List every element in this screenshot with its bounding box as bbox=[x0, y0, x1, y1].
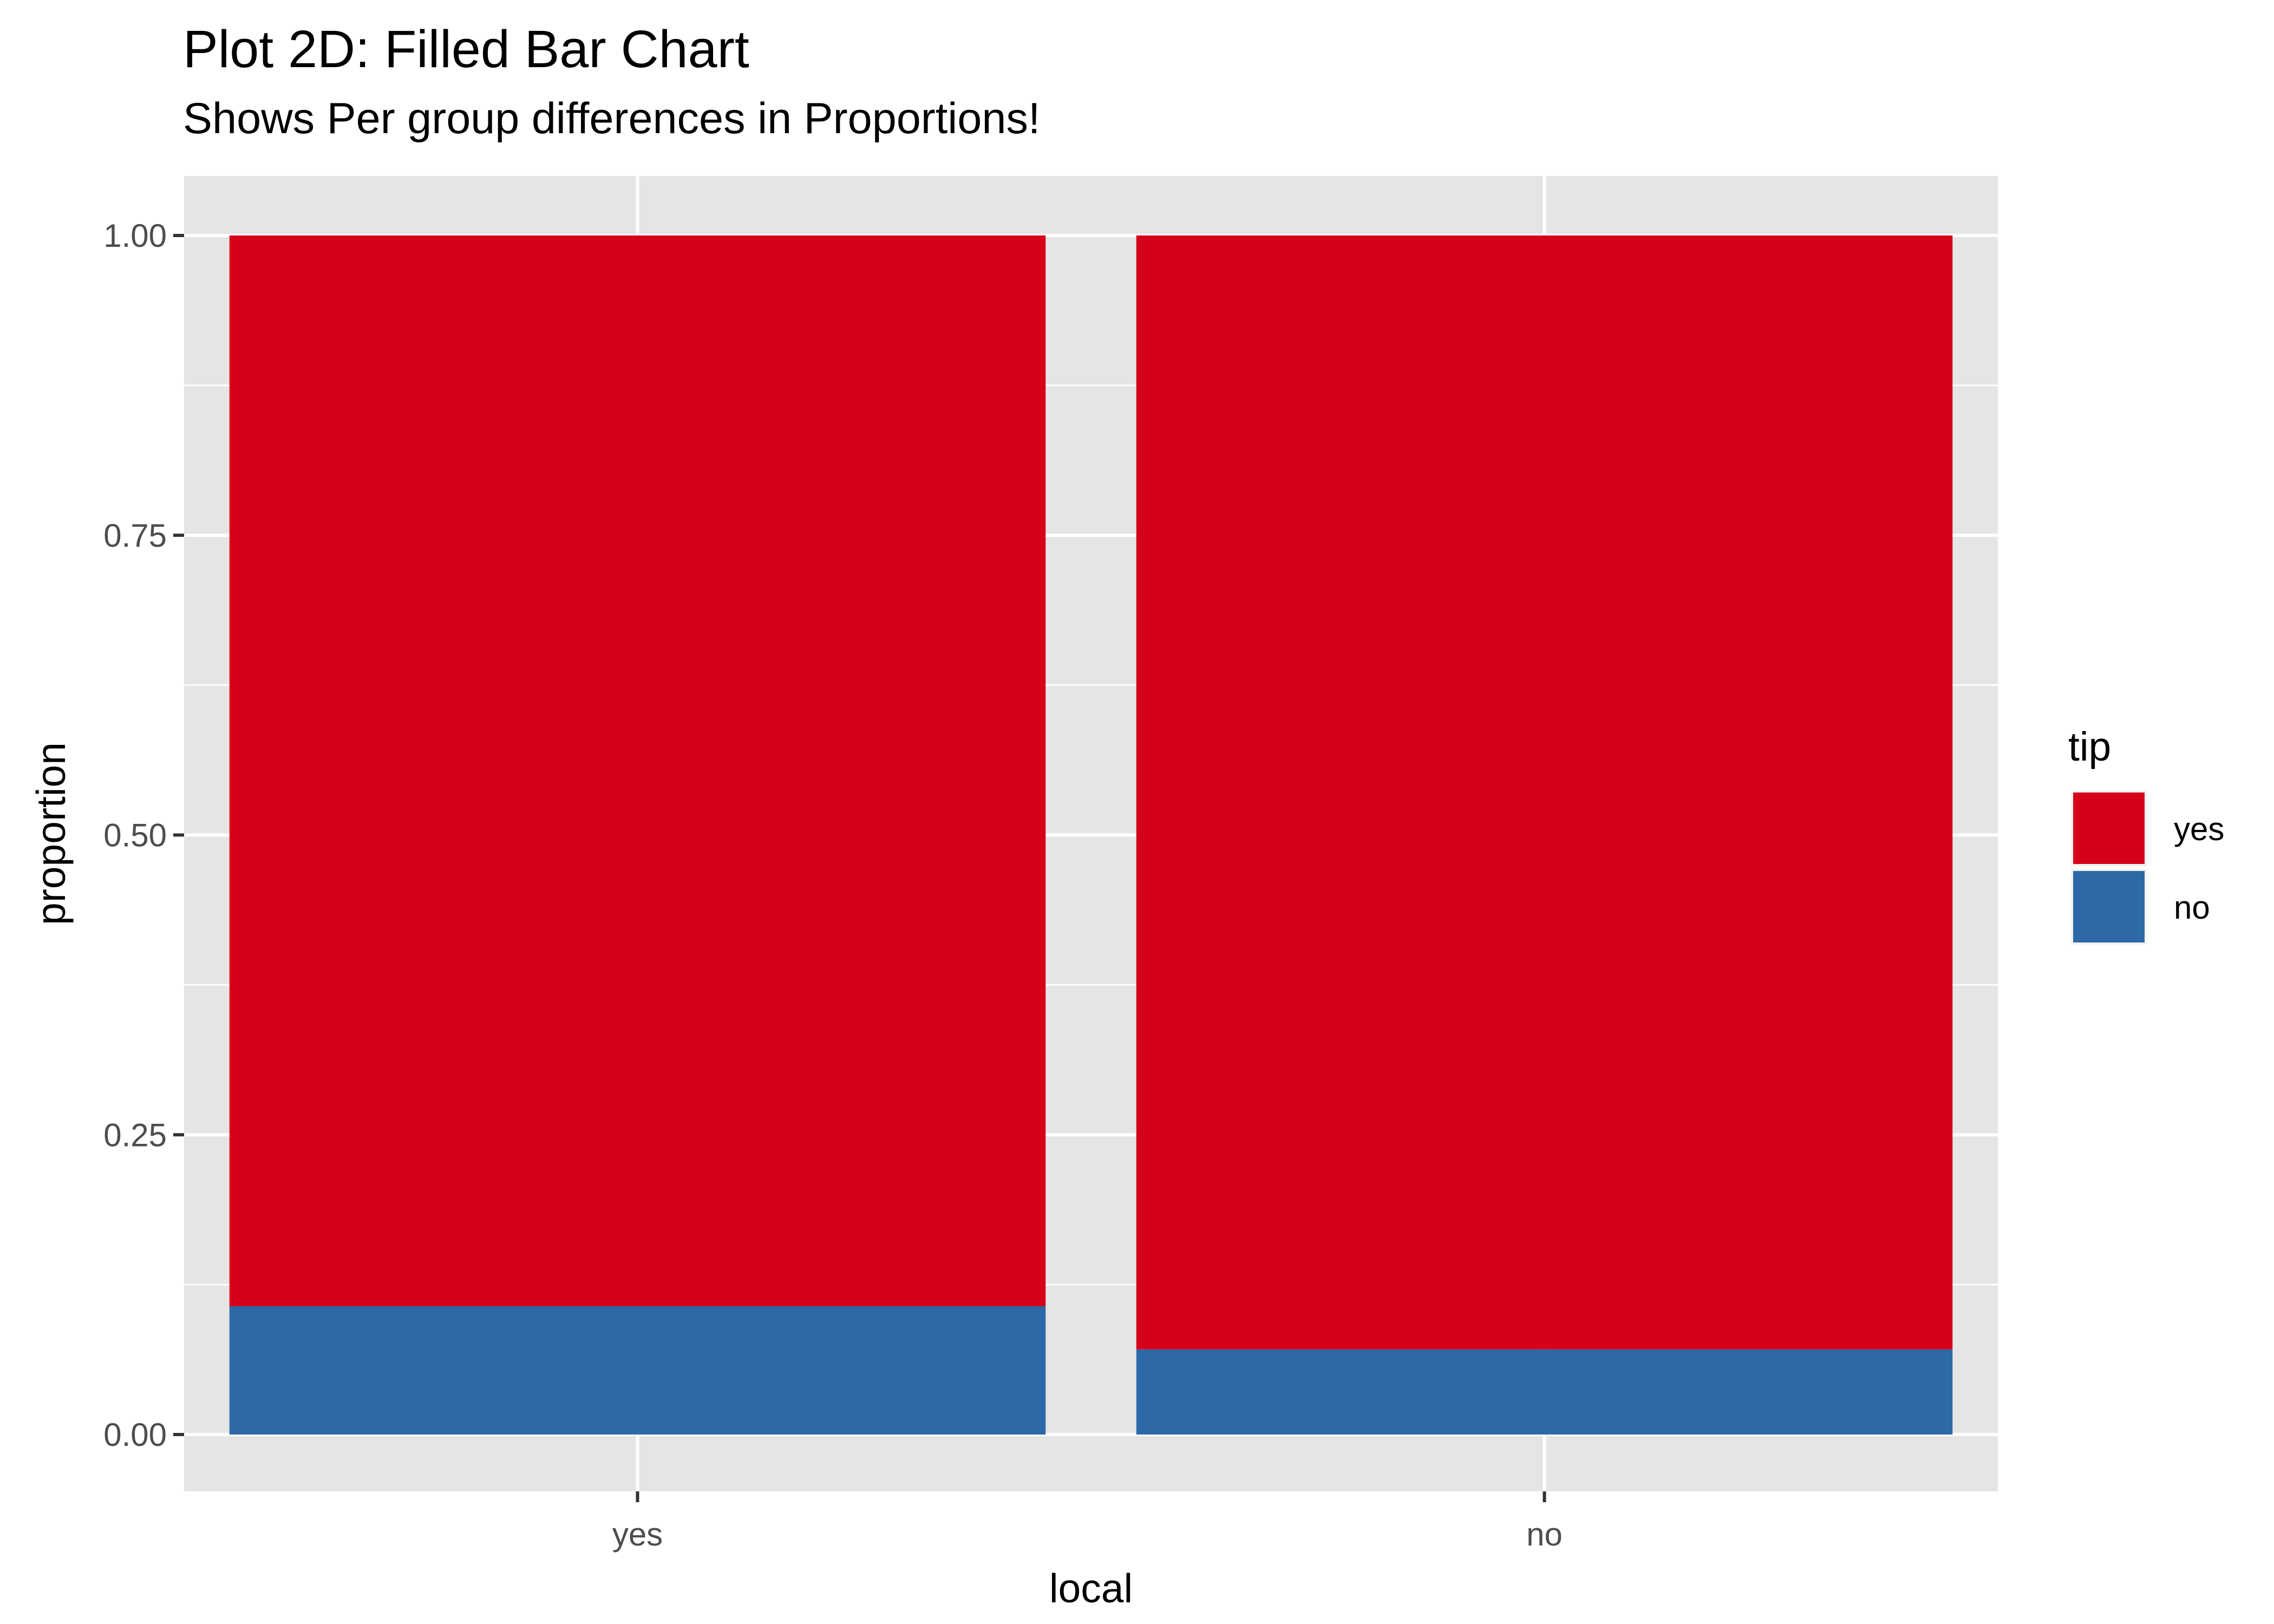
y-tick-label: 1.00 bbox=[103, 218, 167, 254]
x-axis-title: local bbox=[1049, 1566, 1133, 1611]
y-tick-label: 0.25 bbox=[103, 1117, 167, 1153]
legend-label-no: no bbox=[2174, 889, 2210, 926]
y-tick-label: 0.00 bbox=[103, 1417, 167, 1453]
legend-title: tip bbox=[2068, 724, 2111, 769]
chart-title: Plot 2D: Filled Bar Chart bbox=[183, 19, 749, 78]
y-axis: 0.00 0.25 0.50 0.75 1.00 bbox=[103, 218, 184, 1453]
y-tick-label: 0.75 bbox=[103, 518, 167, 554]
legend-swatch-yes bbox=[2073, 793, 2145, 864]
legend-label-yes: yes bbox=[2174, 811, 2224, 847]
chart-subtitle: Shows Per group differences in Proportio… bbox=[183, 94, 1041, 143]
legend: tip yes no bbox=[2068, 724, 2224, 945]
legend-swatch-no bbox=[2073, 871, 2145, 942]
bars bbox=[229, 235, 1953, 1435]
bar-segment-yes-no bbox=[1136, 235, 1953, 1350]
y-axis-title: proportion bbox=[28, 742, 74, 925]
y-tick-label: 0.50 bbox=[103, 817, 167, 854]
bar-segment-no-no bbox=[1136, 1349, 1953, 1435]
x-tick-label: yes bbox=[612, 1516, 663, 1553]
x-axis: yes no bbox=[612, 1491, 1563, 1553]
x-tick-label: no bbox=[1526, 1516, 1563, 1553]
bar-segment-no-yes bbox=[229, 1306, 1046, 1435]
bar-segment-yes-yes bbox=[229, 235, 1046, 1306]
